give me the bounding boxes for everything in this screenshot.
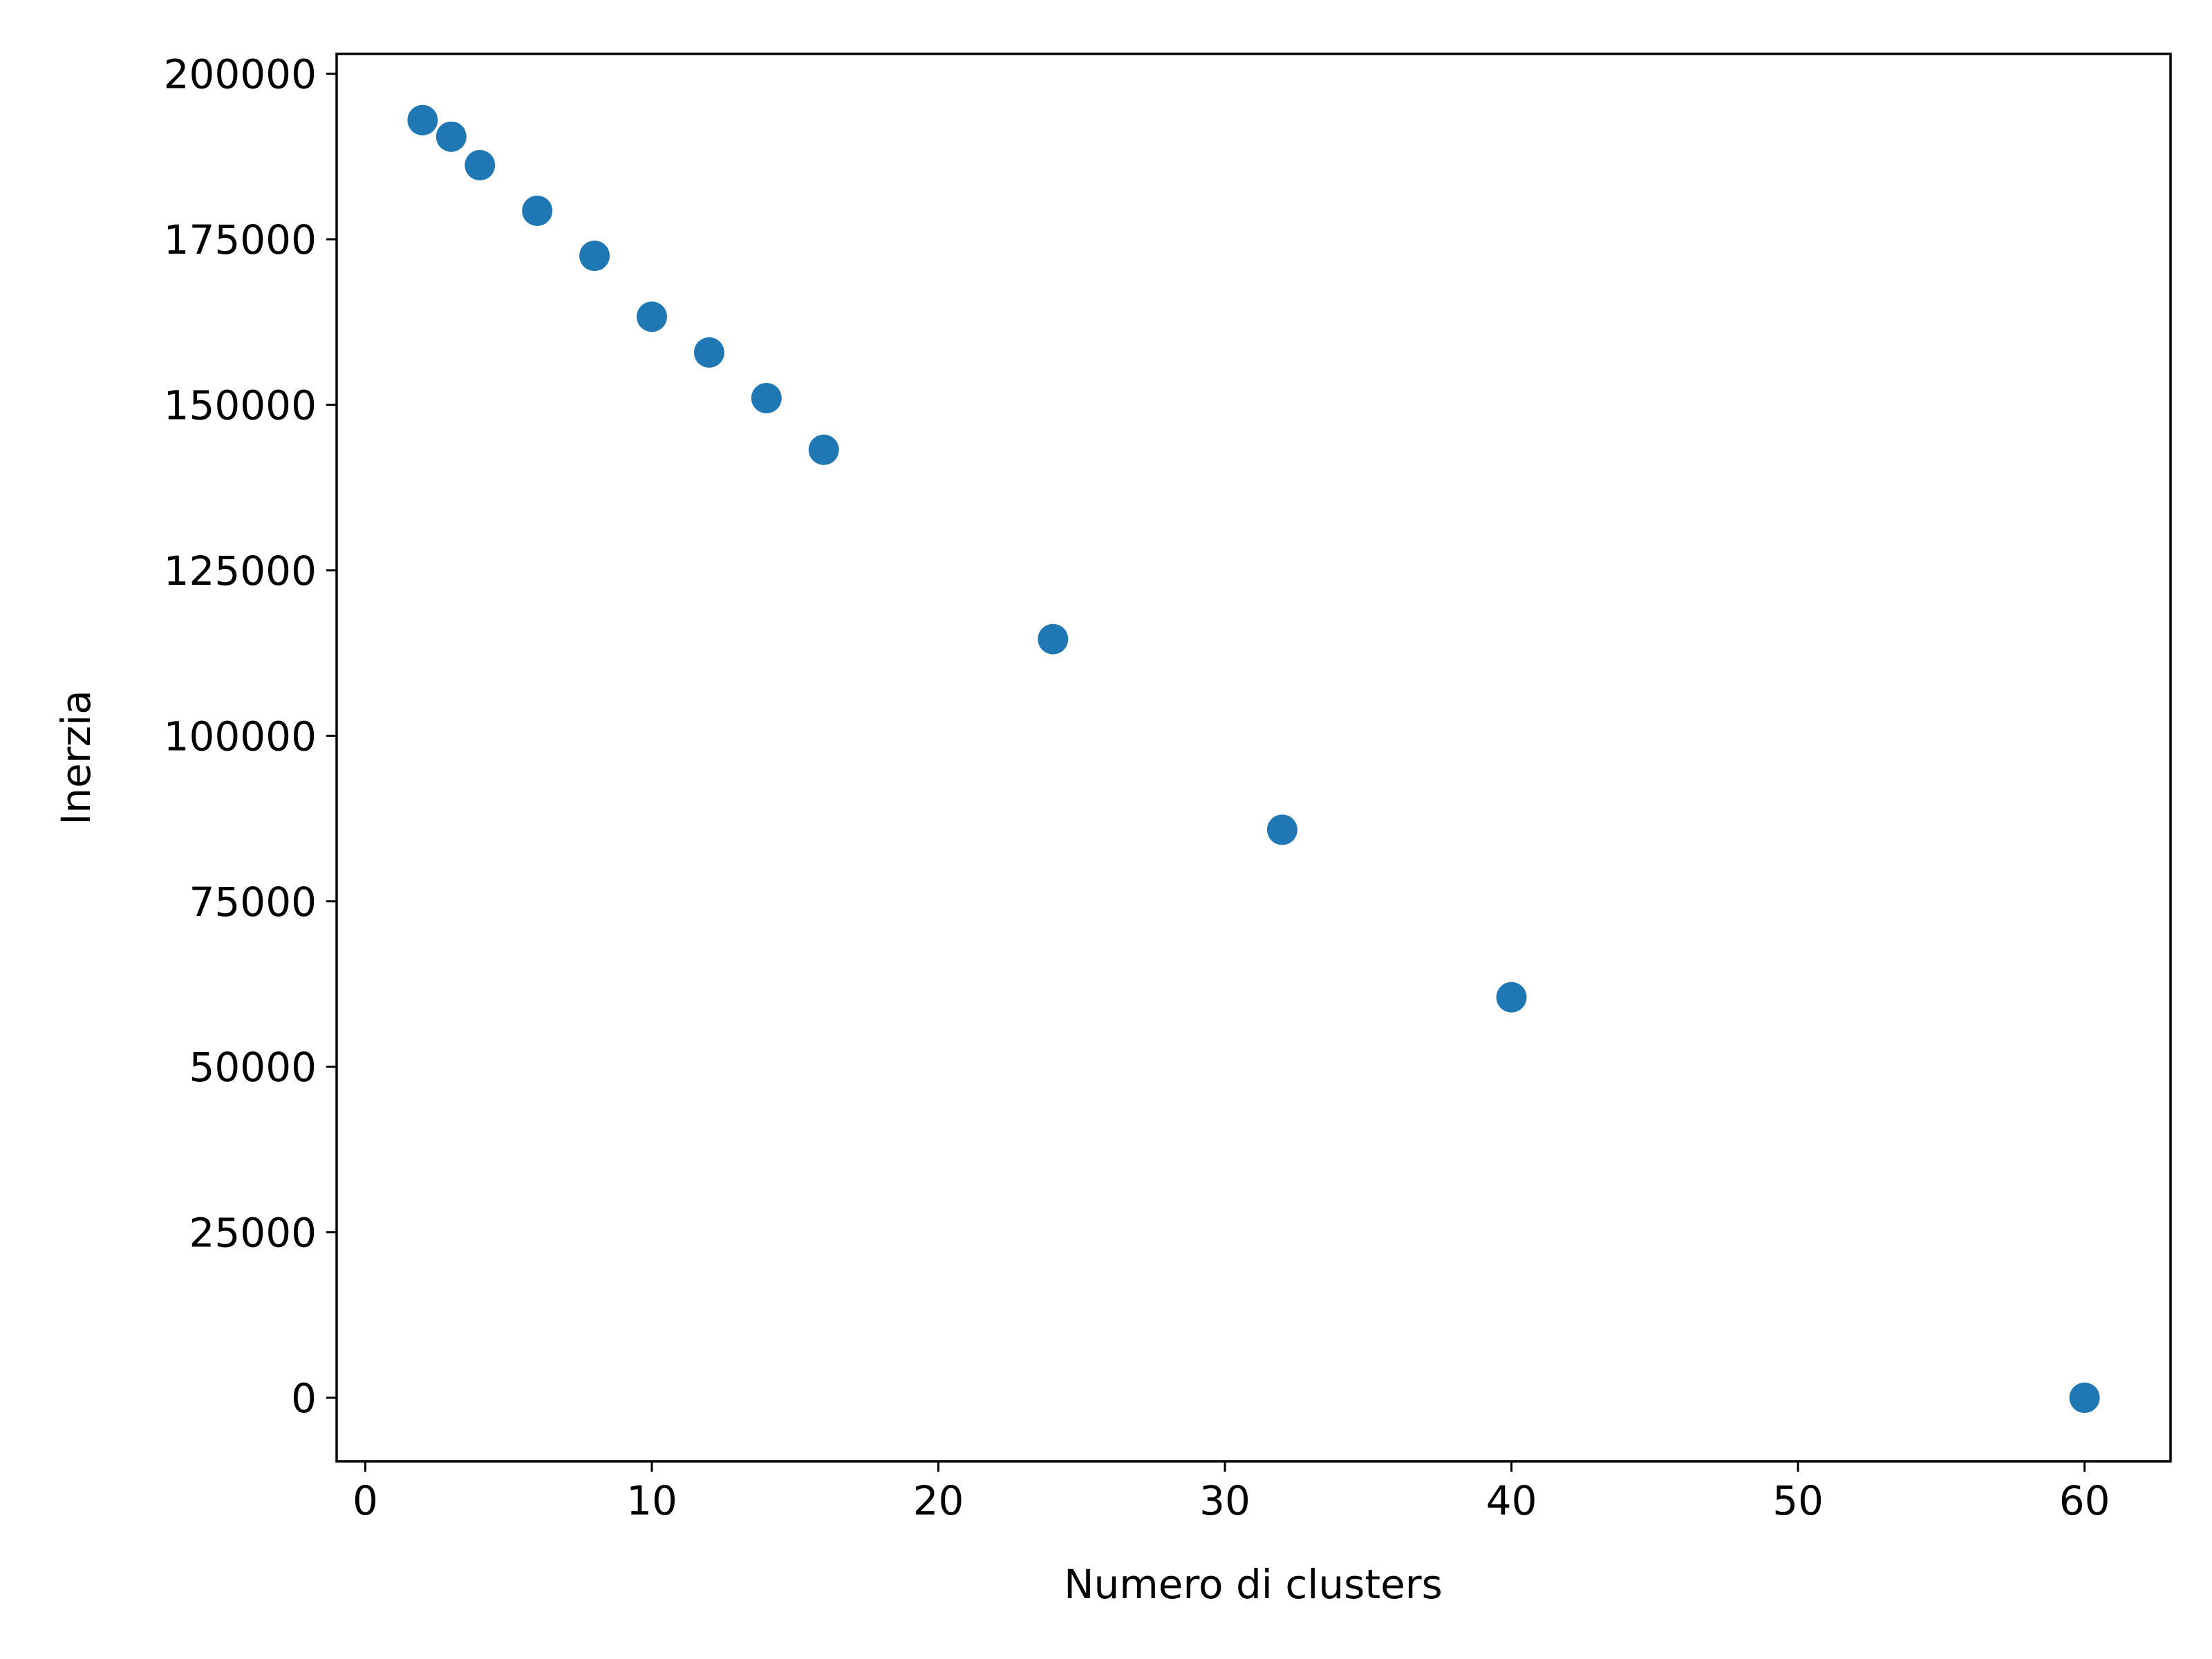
data-point bbox=[751, 382, 782, 413]
x-tick-label: 0 bbox=[353, 1477, 378, 1524]
x-tick-label: 10 bbox=[626, 1477, 677, 1524]
data-point bbox=[636, 301, 667, 332]
x-tick-label: 30 bbox=[1199, 1477, 1250, 1524]
data-point bbox=[579, 241, 610, 272]
data-point bbox=[1496, 982, 1527, 1013]
y-tick-label: 125000 bbox=[164, 547, 317, 594]
y-tick-label: 175000 bbox=[164, 216, 317, 263]
y-axis-title: Inerzia bbox=[53, 690, 100, 825]
data-points bbox=[407, 104, 2100, 1414]
data-point bbox=[435, 121, 467, 152]
x-tick-label: 60 bbox=[2059, 1477, 2110, 1524]
y-tick-label: 0 bbox=[291, 1375, 317, 1422]
y-tick-label: 50000 bbox=[189, 1044, 317, 1091]
data-point bbox=[1038, 624, 1069, 655]
x-tick-label: 50 bbox=[1772, 1477, 1824, 1524]
data-point bbox=[808, 434, 839, 465]
y-tick-label: 75000 bbox=[189, 879, 317, 926]
x-axis-title: Numero di clusters bbox=[1064, 1561, 1443, 1608]
plot-frame bbox=[335, 53, 2172, 1463]
data-point bbox=[465, 149, 496, 180]
data-point bbox=[522, 195, 553, 226]
x-tick-label: 20 bbox=[913, 1477, 964, 1524]
data-point bbox=[693, 337, 724, 368]
y-tick-label: 100000 bbox=[164, 713, 317, 760]
y-tick-label: 25000 bbox=[189, 1210, 317, 1257]
data-point bbox=[407, 104, 438, 135]
data-point bbox=[2069, 1382, 2100, 1414]
y-tick-label: 200000 bbox=[164, 51, 317, 98]
x-tick-label: 40 bbox=[1486, 1477, 1537, 1524]
data-point bbox=[1266, 814, 1297, 845]
axis-ticks: 0 10 20 30 40 50 60 0 25000 50000 75000 100000 12500… bbox=[164, 51, 2110, 1524]
y-tick-label: 150000 bbox=[164, 382, 317, 429]
